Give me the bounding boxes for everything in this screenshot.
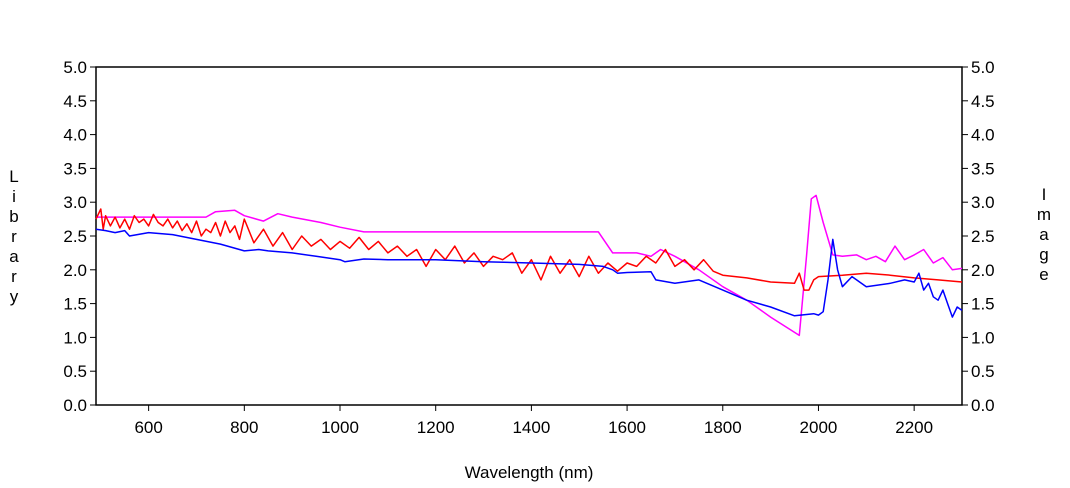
series-line-2	[95, 208, 963, 291]
left-y-tick-label: 1.0	[63, 328, 87, 347]
series-line-1	[96, 194, 963, 337]
left-y-tick-label: 2.5	[63, 227, 87, 246]
x-tick-label: 800	[230, 418, 258, 437]
right-y-tick-label: 2.5	[971, 227, 995, 246]
axis-label-letter: y	[10, 287, 19, 306]
x-tick-label: 2000	[800, 418, 838, 437]
x-tick-label: 2200	[895, 418, 933, 437]
plot-frame	[95, 66, 963, 406]
left-y-tick-label: 3.5	[63, 159, 87, 178]
x-axis: 600 800 1000 1200 1400 1600 1800 2000 2200	[134, 405, 933, 437]
series-line-3	[95, 228, 963, 318]
right-y-axis: 0.0 0.5 1.0 1.5 2.0 2.5 3.0 3.5 4.0 4.5 5.0	[962, 58, 995, 415]
right-y-tick-label: 2.0	[971, 261, 995, 280]
right-y-tick-label: 3.0	[971, 193, 995, 212]
left-y-tick-label: 4.5	[63, 92, 87, 111]
axis-label-letter: L	[9, 167, 18, 186]
axis-label-letter: i	[12, 187, 16, 206]
x-tick-label: 600	[134, 418, 162, 437]
axis-label-letter: b	[9, 207, 18, 226]
right-y-tick-label: 4.0	[971, 126, 995, 145]
axis-label-letter: g	[1039, 245, 1048, 264]
series-layer	[95, 194, 963, 337]
left-y-tick-label: 1.5	[63, 295, 87, 314]
right-y-tick-label: 1.5	[971, 295, 995, 314]
x-tick-label: 1000	[321, 418, 359, 437]
left-y-tick-label: 5.0	[63, 58, 87, 77]
x-tick-label: 1400	[512, 418, 550, 437]
axis-label-letter: r	[11, 267, 17, 286]
axis-label-letter: I	[1042, 185, 1047, 204]
right-y-tick-label: 1.0	[971, 328, 995, 347]
axis-label-letter: m	[1037, 205, 1051, 224]
left-y-axis: 0.0 0.5 1.0 1.5 2.0 2.5 3.0 3.5 4.0 4.5 5.0	[63, 58, 96, 415]
right-y-tick-label: 4.5	[971, 92, 995, 111]
right-y-tick-label: 3.5	[971, 159, 995, 178]
right-y-tick-label: 5.0	[971, 58, 995, 77]
x-tick-label: 1200	[417, 418, 455, 437]
x-axis-label: Wavelength (nm)	[465, 463, 594, 482]
left-y-tick-label: 4.0	[63, 126, 87, 145]
axis-label-letter: a	[9, 247, 19, 266]
left-y-tick-label: 0.5	[63, 362, 87, 381]
right-y-tick-label: 0.5	[971, 362, 995, 381]
left-y-tick-label: 0.0	[63, 396, 87, 415]
left-y-tick-label: 2.0	[63, 261, 87, 280]
x-tick-label: 1600	[608, 418, 646, 437]
axis-label-letter: r	[11, 227, 17, 246]
axis-label-letter: e	[1039, 265, 1048, 284]
left-y-tick-label: 3.0	[63, 193, 87, 212]
x-tick-label: 1800	[704, 418, 742, 437]
axis-label-letter: a	[1039, 225, 1049, 244]
right-y-tick-label: 0.0	[971, 396, 995, 415]
